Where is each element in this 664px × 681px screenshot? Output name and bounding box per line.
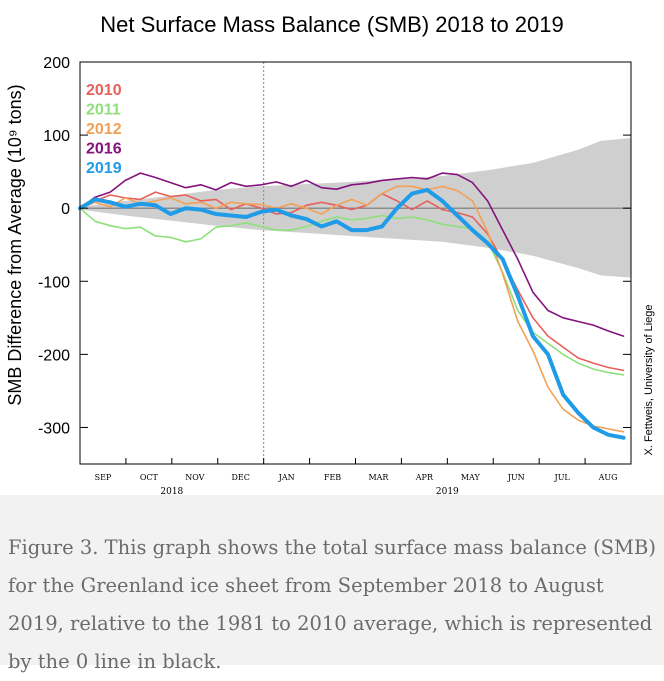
y-axis-label: SMB Difference from Average (10⁹ tons)	[5, 84, 25, 405]
series-line-2012	[79, 185, 625, 433]
y-tick-label: 100	[43, 128, 70, 145]
caption-panel: Figure 3. This graph shows the total sur…	[0, 495, 664, 673]
legend-entry-2010: 2010	[86, 82, 122, 99]
x-tick-label: NOV	[185, 473, 204, 482]
chart-panel: Net Surface Mass Balance (SMB) 2018 to 2…	[5, 12, 655, 495]
year-label-2019: 2019	[436, 487, 459, 495]
chart-title: Net Surface Mass Balance (SMB) 2018 to 2…	[100, 12, 563, 37]
legend-entry-2012: 2012	[86, 121, 122, 138]
credit-text: X. Fettweis, University of Liege	[643, 304, 655, 455]
x-tick-label: AUG	[598, 473, 618, 482]
year-label-2018: 2018	[160, 487, 183, 495]
legend-entry-2016: 2016	[86, 141, 122, 158]
series-line-2016	[79, 172, 625, 337]
x-tick-label: MAR	[368, 473, 389, 482]
x-tick-label: DEC	[232, 473, 250, 482]
legend-entry-2011: 2011	[86, 102, 121, 119]
legend: 2010 2011 2012 2016 2019	[86, 82, 122, 177]
x-tick-label: MAY	[461, 473, 481, 482]
x-tick-label: OCT	[140, 473, 159, 482]
series-line-2019	[78, 187, 626, 440]
y-tick-label: -300	[38, 420, 70, 437]
y-tick-label: 200	[43, 55, 70, 72]
plot-frame	[79, 61, 632, 465]
legend-entry-2019: 2019	[86, 160, 122, 177]
y-tick-label: -200	[38, 347, 70, 364]
grid-layer	[80, 62, 631, 464]
y-tick-label: 0	[61, 201, 70, 218]
series-line-2010	[79, 191, 625, 372]
figure-caption: Figure 3. This graph shows the total sur…	[8, 536, 656, 673]
axis-layer: 200 100 0 -100 -200 -300 SEP OCT NOV DEC JAN FEB MAR…	[38, 55, 632, 495]
x-tick-label: FEB	[324, 473, 341, 482]
smb-chart: Net Surface Mass Balance (SMB) 2018 to 2…	[5, 12, 655, 495]
x-tick-label: JAN	[278, 473, 295, 482]
series-layer	[78, 172, 626, 440]
y-tick-label: -100	[38, 274, 70, 291]
x-tick-label: JUN	[507, 473, 525, 482]
x-tick-label: APR	[415, 473, 434, 482]
x-tick-label: SEP	[95, 473, 112, 482]
x-tick-label: JUL	[553, 473, 570, 482]
